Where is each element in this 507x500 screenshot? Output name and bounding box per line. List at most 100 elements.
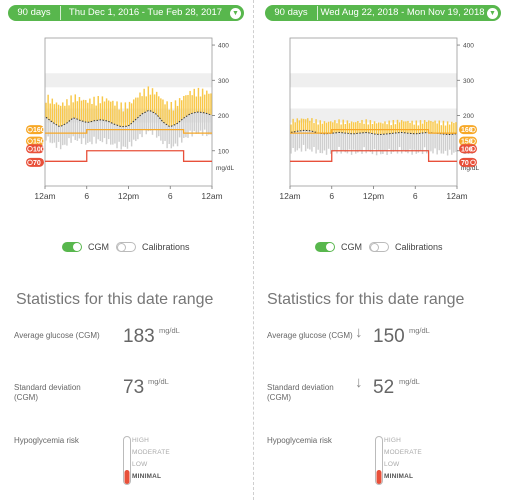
- glucose-bar-lower: [118, 125, 120, 142]
- cgm-toggle[interactable]: [62, 242, 82, 252]
- glucose-bar-lower: [409, 133, 411, 150]
- glucose-bar-lower: [334, 132, 336, 151]
- glucose-bar-lower: [382, 134, 384, 154]
- glucose-bar-lower: [294, 131, 296, 152]
- glucose-bar-upper: [421, 123, 424, 134]
- glucose-bar-upper: [97, 95, 99, 121]
- glucose-bar-upper: [59, 105, 62, 127]
- glucose-bar-upper: [327, 121, 330, 134]
- glucose-bar-upper: [137, 97, 139, 118]
- range-days[interactable]: 90 days: [8, 6, 61, 20]
- glucose-bar-lower: [110, 122, 112, 145]
- calibrations-toggle[interactable]: [116, 242, 136, 252]
- glucose-bar-lower: [199, 112, 202, 131]
- range-dates[interactable]: Wed Aug 22, 2018 - Mon Nov 19, 2018: [320, 7, 485, 18]
- glucose-bar-upper: [66, 99, 68, 124]
- glucose-bar-lower: [329, 133, 332, 154]
- glucose-bar-lower: [203, 112, 206, 130]
- glucose-bar-upper: [64, 105, 66, 125]
- toggle-knob: [73, 243, 81, 251]
- glucose-bar-lower: [174, 124, 177, 144]
- hypo-thermometer: [123, 436, 131, 485]
- glucose-bar-lower: [64, 124, 66, 145]
- glucose-bar-upper: [317, 124, 319, 134]
- median-line: [45, 110, 212, 128]
- glucose-bar-lower: [307, 130, 309, 149]
- glucose-bar-upper: [87, 102, 89, 123]
- date-range-selector[interactable]: 90 days Thu Dec 1, 2016 - Tue Feb 28, 20…: [8, 5, 244, 21]
- cgm-toggle[interactable]: [315, 242, 335, 252]
- glucose-bar-upper: [105, 98, 108, 121]
- cgm-label: CGM: [341, 242, 362, 252]
- glucose-bar-lower: [348, 133, 351, 150]
- glucose-bar-lower: [390, 133, 392, 154]
- toggle-knob: [370, 243, 379, 252]
- glucose-bar-lower: [394, 133, 397, 152]
- glucose-bar-upper: [210, 93, 212, 115]
- glucose-bar-lower: [107, 121, 110, 140]
- target-low-day-value: 100: [461, 146, 473, 153]
- calibrations-toggle[interactable]: [369, 242, 389, 252]
- glucose-bar-lower: [451, 134, 453, 155]
- hypo-level-high: HIGH: [384, 437, 402, 444]
- glucose-bar-upper: [446, 121, 449, 135]
- glucose-bar-lower: [164, 123, 166, 142]
- glucose-bar-upper: [290, 124, 292, 133]
- sd-value: 73: [123, 377, 145, 398]
- glucose-bar-upper: [365, 119, 367, 133]
- glucose-bar-upper: [403, 121, 405, 133]
- hypo-label: Hypoglycemia risk: [267, 436, 332, 445]
- glucose-bar-lower: [440, 133, 443, 154]
- glucose-bar-lower: [438, 133, 440, 151]
- toggle-knob: [326, 243, 334, 251]
- glucose-bar-lower: [206, 113, 208, 137]
- y-unit-label: mg/dL: [216, 165, 234, 172]
- avg-glucose-label: Average glucose (CGM): [267, 331, 353, 340]
- range-days[interactable]: 90 days: [265, 6, 318, 20]
- glucose-bar-lower: [66, 123, 68, 146]
- glucose-bar-upper: [130, 103, 133, 124]
- glucose-bar-upper: [120, 102, 122, 127]
- glucose-bar-upper: [448, 124, 451, 135]
- glucose-bar-lower: [384, 134, 386, 151]
- glucose-bar-upper: [178, 98, 181, 122]
- chevron-down-icon[interactable]: ▼: [230, 7, 241, 19]
- sun-icon: [470, 126, 476, 133]
- date-range-selector[interactable]: 90 days Wed Aug 22, 2018 - Mon Nov 19, 2…: [265, 5, 501, 21]
- glucose-bar-lower: [361, 132, 363, 154]
- glucose-bar-upper: [168, 109, 170, 127]
- glucose-bar-lower: [434, 133, 436, 149]
- glucose-bar-upper: [193, 88, 195, 113]
- glucose-bar-lower: [45, 117, 47, 141]
- glucose-bar-lower: [388, 133, 390, 149]
- glucose-bar-upper: [304, 119, 307, 131]
- glucose-bar-lower: [91, 121, 93, 145]
- glucose-bar-lower: [375, 134, 378, 156]
- glucose-bar-lower: [423, 132, 426, 148]
- glucose-bar-upper: [51, 98, 54, 123]
- y-tick-label: 300: [218, 78, 229, 85]
- arrow-down-icon: ↓: [355, 324, 363, 341]
- chevron-down-icon[interactable]: ▼: [487, 7, 498, 19]
- range-dates[interactable]: Thu Dec 1, 2016 - Tue Feb 28, 2017: [68, 7, 223, 18]
- glucose-bar-upper: [145, 96, 147, 112]
- glucose-bar-upper: [430, 120, 432, 133]
- glucose-bar-upper: [332, 122, 334, 134]
- glucose-bar-lower: [132, 121, 135, 140]
- glucose-bar-lower: [137, 117, 139, 140]
- glucose-bar-upper: [346, 120, 349, 134]
- glucose-bar-upper: [400, 120, 403, 133]
- glucose-bar-lower: [170, 126, 173, 149]
- glucose-bar-upper: [313, 123, 315, 132]
- sun-icon: [27, 146, 33, 152]
- glucose-bar-lower: [304, 130, 307, 152]
- glucose-bar-upper: [440, 125, 443, 134]
- glucose-bar-upper: [377, 122, 380, 135]
- glucose-bar-upper: [405, 121, 407, 133]
- glucose-bar-upper: [153, 94, 156, 114]
- moon-icon: [27, 159, 33, 166]
- glucose-bar-lower: [421, 133, 424, 155]
- arrow-down-icon: ↓: [355, 374, 363, 391]
- glucose-bar-lower: [417, 133, 420, 153]
